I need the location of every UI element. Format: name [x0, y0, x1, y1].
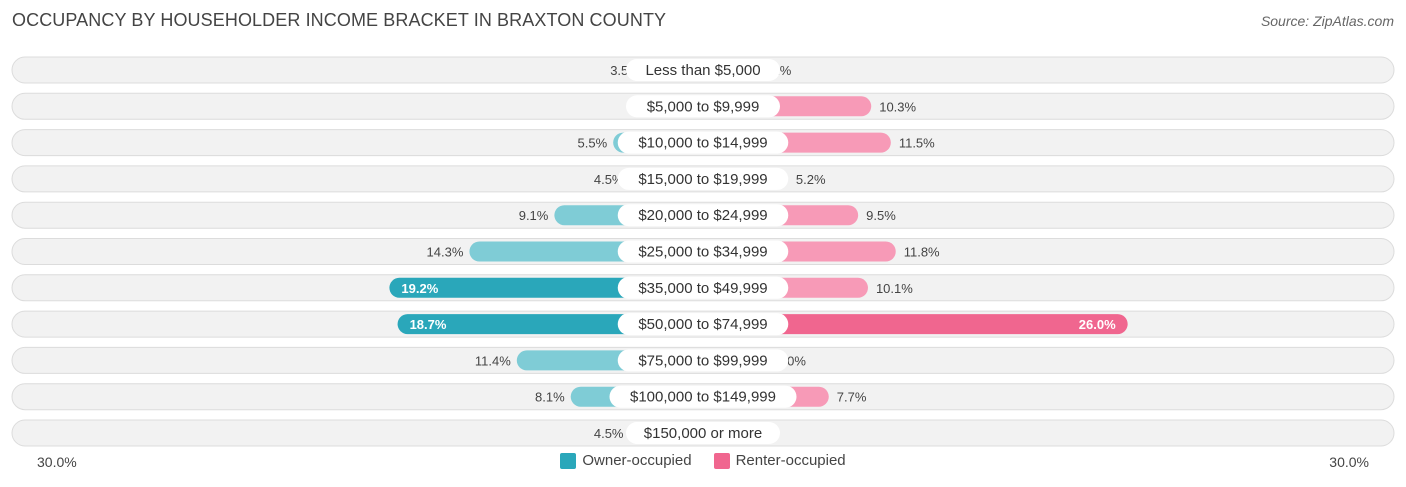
category-label: $100,000 to $149,999	[630, 389, 776, 406]
category-label: $10,000 to $14,999	[638, 135, 767, 152]
category-pill	[617, 131, 789, 154]
renter-value-label: 11.8%	[904, 245, 940, 260]
owner-value-label: 8.1%	[535, 390, 565, 405]
axis-right-label: 30.0%	[1329, 454, 1369, 470]
axis-left-label: 30.0%	[37, 454, 77, 470]
owner-value-label: 19.2%	[401, 281, 438, 296]
category-pill	[617, 240, 789, 263]
legend-renter: Renter-occupied	[713, 452, 846, 469]
legend-owner-label: Owner-occupied	[582, 452, 692, 469]
owner-value-label: 9.1%	[519, 208, 549, 223]
renter-value-label: 11.5%	[899, 136, 935, 151]
category-label: $75,000 to $99,999	[638, 352, 767, 369]
category-pill	[617, 167, 789, 190]
renter-value-label: 10.3%	[879, 99, 916, 114]
category-pill	[626, 95, 780, 118]
category-pill	[617, 349, 789, 372]
category-label: $150,000 or more	[644, 425, 762, 442]
renter-value-label: 26.0%	[1079, 317, 1116, 332]
owner-value-label: 11.4%	[475, 353, 511, 368]
owner-value-label: 4.5%	[594, 426, 624, 441]
renter-swatch	[713, 452, 730, 469]
legend-owner: Owner-occupied	[560, 452, 692, 469]
chart-area: 3.5%3.1%Less than $5,0001.4%10.3%$5,000 …	[11, 56, 1395, 447]
owner-value-label: 5.5%	[578, 136, 608, 151]
category-pill	[617, 276, 789, 299]
source-note: Source: ZipAtlas.com	[1260, 13, 1394, 29]
legend-renter-label: Renter-occupied	[735, 452, 846, 469]
renter-value-label: 5.2%	[796, 172, 826, 187]
category-label: $50,000 to $74,999	[638, 316, 767, 333]
renter-value-label: 10.1%	[876, 281, 913, 296]
owner-value-label: 4.5%	[594, 172, 624, 187]
category-label: $20,000 to $24,999	[638, 207, 767, 224]
category-label: $5,000 to $9,999	[647, 98, 760, 115]
category-pill	[609, 385, 797, 408]
category-pill	[617, 204, 789, 227]
renter-bar	[703, 314, 1128, 335]
category-label: $35,000 to $49,999	[638, 280, 767, 297]
renter-value-label: 9.5%	[866, 208, 896, 223]
renter-value-label: 7.7%	[837, 390, 867, 405]
category-pill	[626, 59, 780, 81]
owner-value-label: 18.7%	[410, 317, 447, 332]
category-pill	[617, 313, 789, 336]
category-pill	[626, 422, 780, 444]
legend: Owner-occupied Renter-occupied	[0, 452, 1406, 469]
category-label: Less than $5,000	[645, 62, 760, 79]
chart-title: OCCUPANCY BY HOUSEHOLDER INCOME BRACKET …	[12, 10, 667, 30]
owner-swatch	[560, 452, 577, 469]
category-label: $25,000 to $34,999	[638, 244, 767, 261]
category-label: $15,000 to $19,999	[638, 171, 767, 188]
owner-value-label: 14.3%	[427, 245, 464, 260]
